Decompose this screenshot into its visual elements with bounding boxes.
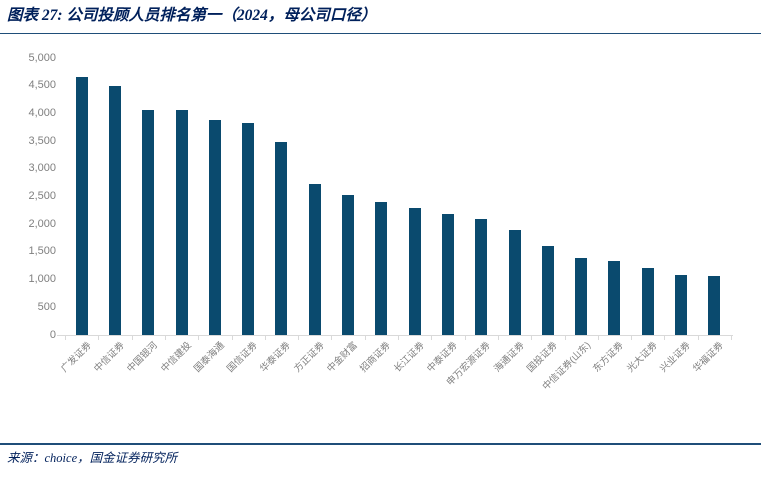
x-axis-label-text: 华泰证券 (258, 340, 294, 375)
footer-divider (0, 443, 761, 445)
bar (375, 202, 388, 335)
bar (342, 194, 355, 335)
x-axis-tick (464, 336, 466, 340)
x-axis-tick (531, 336, 533, 340)
x-axis-tick (298, 336, 300, 340)
y-axis-label: 0 (49, 328, 56, 341)
x-axis-tick (564, 336, 566, 340)
x-axis-tick (131, 336, 133, 340)
x-axis-tick (664, 336, 666, 340)
y-axis-label: 500 (37, 300, 56, 313)
x-axis-label-text: 广发证券 (58, 340, 94, 375)
x-axis-tick (497, 336, 499, 340)
bar (508, 230, 521, 335)
x-axis-label-text: 中国银河 (125, 340, 161, 375)
bar (408, 208, 421, 335)
bar (641, 267, 654, 335)
bar (75, 77, 88, 335)
y-axis-label: 1,000 (28, 273, 56, 286)
x-axis-tick (264, 336, 266, 340)
bar-chart: 0 500 1,000 1,500 2,000 2,500 3,000 3,500 4,000 4… (28, 51, 733, 393)
x-axis-label-text: 兴业证券 (658, 340, 693, 375)
y-axis-label: 2,500 (28, 190, 56, 202)
x-axis-tick (398, 336, 399, 340)
x-axis-label-text: 东方证券 (591, 340, 627, 375)
bar (208, 120, 221, 335)
y-axis-label: 5,000 (28, 51, 56, 64)
y-axis-label: 3,500 (28, 134, 56, 147)
x-axis-tick (631, 336, 633, 340)
x-axis-label-text: 光大证券 (624, 340, 660, 375)
bar (675, 275, 688, 335)
bar (275, 141, 288, 335)
x-axis-tick (431, 336, 433, 340)
x-axis-label-text: 中信证券 (92, 340, 127, 375)
x-axis-label-text: 方正证券 (291, 340, 327, 375)
x-axis-label-text: 招商证券 (358, 340, 394, 375)
x-axis-tick (364, 336, 366, 340)
x-axis-tick (164, 336, 166, 340)
bar (575, 257, 588, 335)
x-axis-tick (331, 336, 333, 340)
x-axis-tick (198, 336, 200, 340)
x-axis-label-text: 国信证券 (225, 340, 260, 375)
x-axis-label-text: 华福证券 (691, 340, 727, 375)
x-axis-tick (65, 336, 66, 340)
x-axis-label-text: 中信建投 (158, 340, 194, 375)
x-axis-tick (597, 336, 599, 340)
bar (475, 219, 488, 335)
figure-title: 图表 27: 公司投顾人员排名第一（2024，母公司口径） (7, 7, 377, 24)
y-axis-label: 4,500 (28, 79, 56, 92)
y-axis-label: 2,000 (28, 217, 56, 230)
bar (541, 246, 554, 335)
x-axis-label-text: 长江证券 (391, 340, 427, 375)
x-axis-line (57, 335, 733, 337)
source-note: 来源：choice，国金证券研究所 (7, 451, 178, 465)
x-axis-label-text: 国泰海通 (191, 340, 227, 375)
bar (242, 123, 255, 335)
x-axis-label-text: 中金财富 (325, 340, 360, 375)
x-axis-tick (731, 336, 732, 340)
bar (308, 184, 321, 335)
bar (441, 214, 454, 335)
bar (175, 110, 188, 335)
bar (608, 261, 621, 335)
x-axis-tick (697, 336, 699, 340)
x-axis-tick (231, 336, 233, 340)
bar (108, 85, 121, 335)
title-divider (0, 32, 761, 35)
x-axis-label-text: 海通证券 (491, 340, 527, 375)
bar (142, 109, 155, 335)
y-axis-label: 4,000 (28, 106, 56, 119)
y-axis-label: 1,500 (28, 245, 56, 258)
bar (708, 276, 721, 335)
y-axis-label: 3,000 (28, 162, 56, 175)
x-axis-tick (98, 336, 100, 340)
